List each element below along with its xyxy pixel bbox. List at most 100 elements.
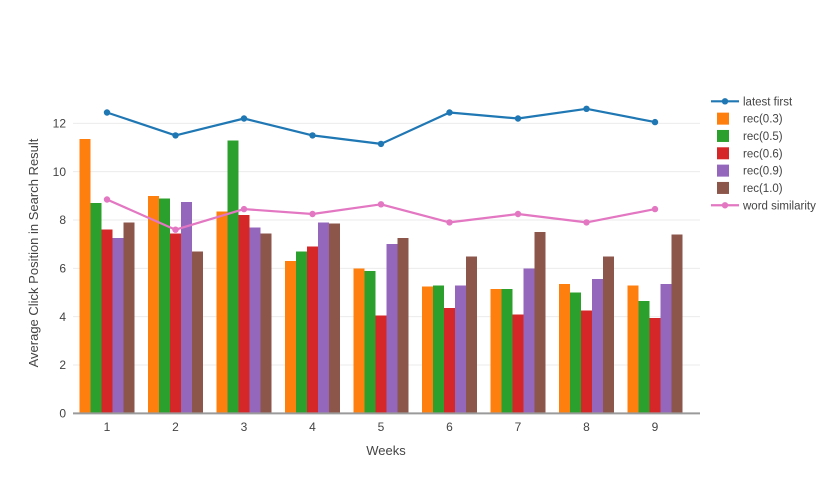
y-tick-8: 8 bbox=[59, 213, 66, 227]
bar-rec(1.0)-week-3 bbox=[260, 233, 272, 414]
y-axis-tick-labels: 0 2 4 6 8 10 12 bbox=[53, 117, 67, 421]
legend-item-rec(0.3)[interactable]: rec(0.3) bbox=[717, 112, 783, 126]
legend-item-rec(0.5)[interactable]: rec(0.5) bbox=[717, 129, 783, 143]
bar-rec(0.6)-week-1 bbox=[101, 229, 113, 414]
bar-series-rec(0.5) bbox=[90, 140, 650, 414]
bar-series-rec(1.0) bbox=[123, 222, 683, 414]
y-tick-12: 12 bbox=[53, 117, 67, 131]
bar-rec(0.6)-week-5 bbox=[375, 315, 387, 414]
legend-marker-latest first bbox=[721, 98, 729, 105]
y-tick-4: 4 bbox=[59, 310, 66, 324]
x-tick-7: 7 bbox=[515, 420, 522, 434]
legend-marker-word similarity bbox=[721, 202, 729, 209]
point-word similarity-week-7 bbox=[514, 210, 522, 218]
bar-rec(0.3)-week-2 bbox=[148, 195, 159, 414]
bar-rec(1.0)-week-9 bbox=[671, 234, 683, 414]
x-tick-1: 1 bbox=[104, 420, 111, 434]
bar-rec(0.9)-week-5 bbox=[386, 244, 398, 414]
bar-rec(0.9)-week-4 bbox=[318, 222, 329, 414]
x-tick-6: 6 bbox=[446, 420, 453, 434]
bar-rec(0.3)-week-8 bbox=[559, 284, 570, 414]
bar-rec(0.6)-week-7 bbox=[512, 314, 524, 414]
point-word similarity-week-9 bbox=[651, 205, 659, 213]
y-tick-10: 10 bbox=[53, 165, 67, 179]
bar-rec(0.5)-week-4 bbox=[296, 251, 307, 414]
x-tick-4: 4 bbox=[309, 420, 316, 434]
x-axis-title: Weeks bbox=[366, 443, 406, 458]
legend-swatch-rec(0.9) bbox=[717, 164, 729, 177]
bar-rec(1.0)-week-4 bbox=[329, 223, 340, 414]
bar-rec(0.5)-week-9 bbox=[638, 300, 650, 414]
line-series-word similarity bbox=[103, 196, 659, 233]
bar-series-rec(0.6) bbox=[101, 215, 661, 414]
x-tick-2: 2 bbox=[172, 420, 179, 434]
point-latest first-week-6 bbox=[446, 109, 453, 116]
line-traces bbox=[103, 105, 659, 233]
bar-rec(0.5)-week-8 bbox=[570, 292, 581, 414]
bar-rec(0.3)-week-3 bbox=[216, 211, 228, 414]
x-tick-8: 8 bbox=[583, 420, 590, 434]
legend-item-latest first[interactable]: latest first bbox=[711, 96, 793, 108]
legend-item-rec(0.6)[interactable]: rec(0.6) bbox=[717, 147, 783, 160]
bar-rec(0.9)-week-6 bbox=[455, 285, 466, 414]
point-word similarity-week-6 bbox=[446, 219, 453, 226]
bar-rec(1.0)-week-5 bbox=[397, 238, 409, 414]
bar-rec(1.0)-week-8 bbox=[603, 256, 614, 414]
bar-rec(0.6)-week-6 bbox=[444, 308, 455, 414]
bar-rec(0.3)-week-7 bbox=[490, 288, 502, 414]
legend-label-rec(0.3): rec(0.3) bbox=[743, 114, 783, 126]
point-word similarity-week-5 bbox=[377, 201, 385, 208]
legend-item-rec(1.0)[interactable]: rec(1.0) bbox=[717, 181, 783, 195]
bar-rec(0.6)-week-4 bbox=[307, 246, 318, 414]
bar-rec(0.9)-week-8 bbox=[592, 279, 603, 414]
bar-rec(0.9)-week-2 bbox=[181, 201, 192, 414]
bar-rec(0.3)-week-4 bbox=[285, 261, 296, 414]
point-latest first-week-7 bbox=[514, 115, 522, 122]
y-tick-0: 0 bbox=[59, 407, 66, 421]
y-tick-2: 2 bbox=[59, 358, 66, 372]
point-latest first-week-2 bbox=[172, 132, 179, 139]
legend-swatch-rec(0.6) bbox=[717, 147, 729, 160]
legend-label-word similarity: word similarity bbox=[742, 200, 816, 212]
bar-rec(0.3)-week-1 bbox=[79, 139, 91, 414]
bar-rec(0.5)-week-5 bbox=[364, 270, 376, 414]
bar-rec(1.0)-week-6 bbox=[466, 256, 477, 414]
legend-item-rec(0.9)[interactable]: rec(0.9) bbox=[717, 164, 783, 178]
bar-rec(0.9)-week-3 bbox=[249, 227, 261, 414]
legend-swatch-rec(0.3) bbox=[717, 112, 729, 125]
legend: latest first rec(0.3) rec(0.5) rec(0.6) rec(… bbox=[711, 96, 816, 212]
bar-rec(0.6)-week-3 bbox=[238, 215, 250, 414]
bar-rec(0.9)-week-1 bbox=[112, 238, 124, 414]
legend-swatch-rec(1.0) bbox=[717, 181, 729, 194]
bar-rec(0.6)-week-2 bbox=[170, 233, 181, 414]
bar-rec(0.5)-week-7 bbox=[501, 288, 513, 414]
x-tick-9: 9 bbox=[652, 420, 659, 434]
point-word similarity-week-2 bbox=[172, 226, 179, 233]
legend-swatch-rec(0.5) bbox=[717, 129, 729, 142]
legend-label-latest first: latest first bbox=[743, 96, 793, 108]
y-axis-title: Average Click Position in Search Result bbox=[26, 138, 41, 367]
point-latest first-week-1 bbox=[103, 109, 111, 116]
bar-series-rec(0.3) bbox=[79, 139, 639, 414]
legend-item-word similarity[interactable]: word similarity bbox=[711, 200, 816, 212]
point-latest first-week-5 bbox=[377, 140, 385, 148]
bar-series-rec(0.9) bbox=[112, 201, 672, 414]
point-latest first-week-8 bbox=[583, 105, 590, 113]
bar-rec(0.5)-week-1 bbox=[90, 203, 102, 414]
bar-rec(1.0)-week-1 bbox=[123, 222, 135, 414]
point-latest first-week-4 bbox=[309, 132, 316, 139]
legend-label-rec(0.5): rec(0.5) bbox=[743, 131, 783, 143]
bar-rec(0.5)-week-6 bbox=[433, 285, 444, 414]
bar-rec(0.6)-week-9 bbox=[649, 317, 661, 414]
legend-label-rec(1.0): rec(1.0) bbox=[743, 183, 783, 195]
bar-rec(0.3)-week-9 bbox=[627, 285, 639, 414]
point-latest first-week-3 bbox=[240, 115, 248, 122]
line-series-latest first bbox=[103, 105, 659, 148]
bar-rec(1.0)-week-7 bbox=[534, 232, 546, 414]
point-word similarity-week-1 bbox=[103, 196, 111, 203]
bar-rec(0.3)-week-5 bbox=[353, 268, 365, 414]
x-axis-tick-labels: 1 2 3 4 5 6 7 8 9 bbox=[104, 420, 659, 434]
legend-label-rec(0.9): rec(0.9) bbox=[743, 166, 783, 178]
